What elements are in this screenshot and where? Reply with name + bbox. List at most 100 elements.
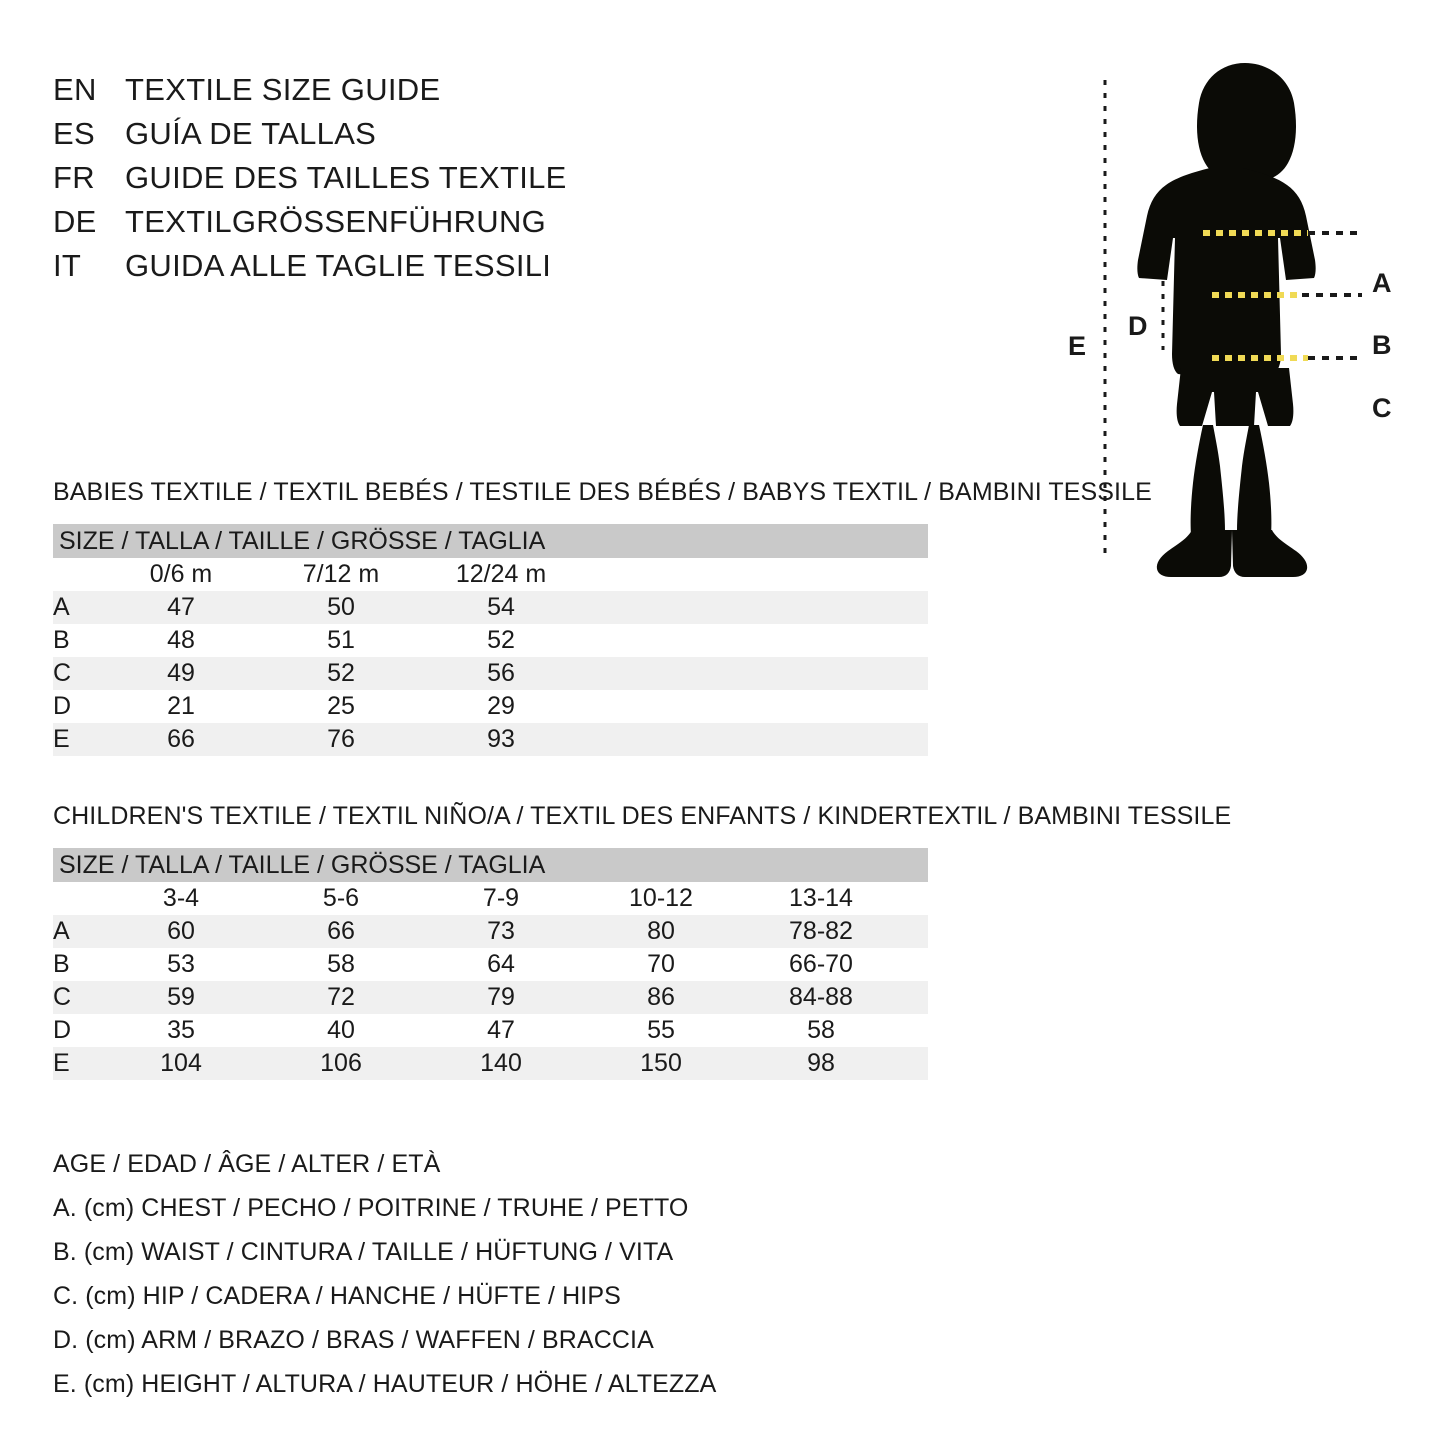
babies-row-filler-e bbox=[581, 723, 928, 756]
children-cell-a-1: 66 bbox=[261, 915, 421, 948]
babies-cell-a-2: 54 bbox=[421, 591, 581, 624]
babies-textile-section: BABIES TEXTILE / TEXTIL BEBÉS / TESTILE … bbox=[53, 478, 1152, 756]
babies-row-filler-b bbox=[581, 624, 928, 657]
size-guide-figure-panel: E D A B C bbox=[1040, 50, 1445, 590]
babies-cell-e-1: 76 bbox=[261, 723, 421, 756]
children-cell-d-0: 35 bbox=[101, 1014, 261, 1047]
babies-cell-b-2: 52 bbox=[421, 624, 581, 657]
language-title-fr: GUIDE DES TAILLES TEXTILE bbox=[125, 160, 567, 195]
language-row-de: DE TEXTILGRÖSSENFÜHRUNG bbox=[53, 204, 753, 248]
babies-section-title: BABIES TEXTILE / TEXTIL BEBÉS / TESTILE … bbox=[53, 478, 1152, 506]
language-code-es: ES bbox=[53, 116, 95, 151]
children-row-filler-a bbox=[901, 915, 928, 948]
legend-line-c-hip: C. (cm) HIP / CADERA / HANCHE / HÜFTE / … bbox=[53, 1282, 621, 1310]
babies-row-label-c: C bbox=[53, 657, 101, 690]
children-cell-a-4: 78-82 bbox=[741, 915, 901, 948]
table-row: B 53 58 64 70 66-70 bbox=[53, 948, 928, 981]
children-col-header-0: 3-4 bbox=[101, 882, 261, 915]
legend-line-d-arm: D. (cm) ARM / BRAZO / BRAS / WAFFEN / BR… bbox=[53, 1326, 654, 1354]
babies-row-filler-c bbox=[581, 657, 928, 690]
children-row-label-c: C bbox=[53, 981, 101, 1014]
table-row: A 60 66 73 80 78-82 bbox=[53, 915, 928, 948]
table-row: B 48 51 52 bbox=[53, 624, 928, 657]
legend-line-a-chest: A. (cm) CHEST / PECHO / POITRINE / TRUHE… bbox=[53, 1194, 689, 1222]
children-cell-e-4: 98 bbox=[741, 1047, 901, 1080]
table-row: E 104 106 140 150 98 bbox=[53, 1047, 928, 1080]
babies-cell-c-0: 49 bbox=[101, 657, 261, 690]
figure-marker-label-e: E bbox=[1068, 331, 1087, 361]
table-row: E 66 76 93 bbox=[53, 723, 928, 756]
language-code-en: EN bbox=[53, 72, 97, 107]
children-cell-d-1: 40 bbox=[261, 1014, 421, 1047]
children-cell-b-0: 53 bbox=[101, 948, 261, 981]
language-header-block: EN TEXTILE SIZE GUIDE ES GUÍA DE TALLAS … bbox=[53, 72, 753, 292]
babies-row-filler-a bbox=[581, 591, 928, 624]
children-cell-c-0: 59 bbox=[101, 981, 261, 1014]
language-code-fr: FR bbox=[53, 160, 95, 195]
babies-header-filler bbox=[581, 558, 928, 591]
children-column-header-row: 3-4 5-6 7-9 10-12 13-14 bbox=[53, 882, 928, 915]
children-cell-c-1: 72 bbox=[261, 981, 421, 1014]
babies-col-header-2: 12/24 m bbox=[421, 558, 581, 591]
babies-col-header-0: 0/6 m bbox=[101, 558, 261, 591]
language-row-fr: FR GUIDE DES TAILLES TEXTILE bbox=[53, 160, 753, 204]
language-title-de: TEXTILGRÖSSENFÜHRUNG bbox=[125, 204, 547, 239]
table-row: C 49 52 56 bbox=[53, 657, 928, 690]
children-cell-c-2: 79 bbox=[421, 981, 581, 1014]
children-cell-a-0: 60 bbox=[101, 915, 261, 948]
children-cell-e-3: 150 bbox=[581, 1047, 741, 1080]
children-row-label-b: B bbox=[53, 948, 101, 981]
children-cell-e-0: 104 bbox=[101, 1047, 261, 1080]
children-cell-e-1: 106 bbox=[261, 1047, 421, 1080]
babies-cell-d-0: 21 bbox=[101, 690, 261, 723]
language-row-it: IT GUIDA ALLE TAGLIE TESSILI bbox=[53, 248, 753, 292]
babies-row-label-e: E bbox=[53, 723, 101, 756]
children-col-header-3: 10-12 bbox=[581, 882, 741, 915]
children-header-filler bbox=[901, 882, 928, 915]
children-cell-b-1: 58 bbox=[261, 948, 421, 981]
children-row-label-e: E bbox=[53, 1047, 101, 1080]
children-header-corner bbox=[53, 882, 101, 915]
babies-row-label-b: B bbox=[53, 624, 101, 657]
babies-row-label-a: A bbox=[53, 591, 101, 624]
babies-cell-d-2: 29 bbox=[421, 690, 581, 723]
table-row: D 35 40 47 55 58 bbox=[53, 1014, 928, 1047]
children-col-header-1: 5-6 bbox=[261, 882, 421, 915]
language-title-en: TEXTILE SIZE GUIDE bbox=[125, 72, 441, 107]
figure-marker-label-c: C bbox=[1372, 393, 1392, 423]
child-silhouette-body bbox=[1137, 63, 1316, 577]
children-textile-section: CHILDREN'S TEXTILE / TEXTIL NIÑO/A / TEX… bbox=[53, 802, 1232, 1080]
children-cell-d-2: 47 bbox=[421, 1014, 581, 1047]
measurement-legend: AGE / EDAD / ÂGE / ALTER / ETÀ A. (cm) C… bbox=[53, 1142, 813, 1406]
babies-cell-e-2: 93 bbox=[421, 723, 581, 756]
language-row-en: EN TEXTILE SIZE GUIDE bbox=[53, 72, 753, 116]
child-silhouette-diagram bbox=[1103, 63, 1362, 577]
figure-marker-label-b: B bbox=[1372, 330, 1392, 360]
children-row-label-d: D bbox=[53, 1014, 101, 1047]
figure-marker-label-d: D bbox=[1128, 311, 1148, 341]
children-cell-e-2: 140 bbox=[421, 1047, 581, 1080]
babies-row-filler-d bbox=[581, 690, 928, 723]
children-cell-b-2: 64 bbox=[421, 948, 581, 981]
language-code-de: DE bbox=[53, 204, 97, 239]
table-row: C 59 72 79 86 84-88 bbox=[53, 981, 928, 1014]
children-cell-a-3: 80 bbox=[581, 915, 741, 948]
babies-cell-e-0: 66 bbox=[101, 723, 261, 756]
language-code-it: IT bbox=[53, 248, 82, 283]
language-row-es: ES GUÍA DE TALLAS bbox=[53, 116, 753, 160]
children-row-filler-c bbox=[901, 981, 928, 1014]
babies-cell-b-1: 51 bbox=[261, 624, 421, 657]
children-cell-b-3: 70 bbox=[581, 948, 741, 981]
legend-line-e-height: E. (cm) HEIGHT / ALTURA / HAUTEUR / HÖHE… bbox=[53, 1370, 717, 1398]
language-title-es: GUÍA DE TALLAS bbox=[125, 116, 377, 151]
children-row-filler-b bbox=[901, 948, 928, 981]
babies-row-label-d: D bbox=[53, 690, 101, 723]
figure-marker-label-a: A bbox=[1372, 268, 1392, 298]
children-section-title: CHILDREN'S TEXTILE / TEXTIL NIÑO/A / TEX… bbox=[53, 802, 1232, 830]
babies-header-corner bbox=[53, 558, 101, 591]
table-row: A 47 50 54 bbox=[53, 591, 928, 624]
children-cell-d-3: 55 bbox=[581, 1014, 741, 1047]
children-row-filler-d bbox=[901, 1014, 928, 1047]
babies-size-table: 0/6 m 7/12 m 12/24 m A 47 50 54 B 48 51 … bbox=[53, 558, 928, 756]
babies-col-header-1: 7/12 m bbox=[261, 558, 421, 591]
